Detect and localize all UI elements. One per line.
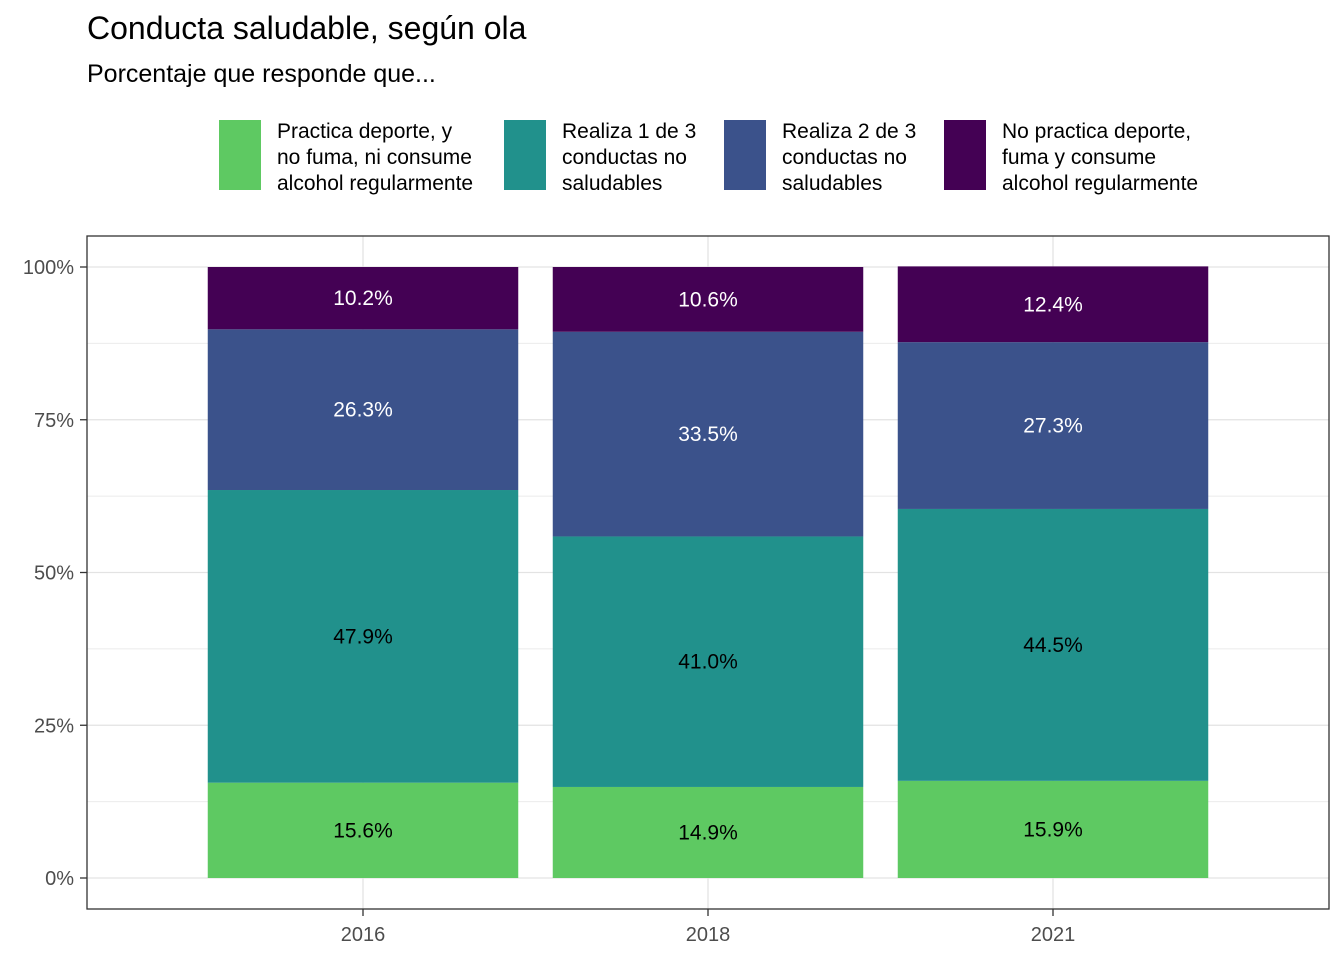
chart-subtitle: Porcentaje que responde que...: [87, 60, 436, 88]
y-tick-label: 100%: [23, 257, 74, 279]
y-tick-label: 75%: [34, 410, 74, 432]
bar-segment-2016-series-2: [207, 490, 519, 783]
bar-segment-2021-series-4: [897, 266, 1209, 343]
bar-segment-2016-series-4: [207, 267, 519, 330]
data-label-2021-series-3: 27.3%: [1023, 415, 1083, 438]
data-label-2016-series-2: 47.9%: [333, 625, 393, 648]
data-label-2021-series-4: 12.4%: [1023, 293, 1083, 316]
data-label-2018-series-4: 10.6%: [678, 288, 738, 311]
data-label-2021-series-2: 44.5%: [1023, 634, 1083, 657]
bar-segment-2016-series-1: [207, 782, 519, 878]
bar-segment-2021-series-2: [897, 508, 1209, 781]
y-tick-label: 25%: [34, 715, 74, 737]
data-label-2016-series-1: 15.6%: [333, 819, 393, 842]
bar-segment-2021-series-3: [897, 342, 1209, 509]
x-tick-label: 2016: [341, 924, 386, 946]
chart-title: Conducta saludable, según ola: [87, 10, 527, 46]
data-label-2016-series-4: 10.2%: [333, 287, 393, 310]
y-tick-label: 0%: [45, 868, 74, 890]
bar-segment-2018-series-1: [552, 786, 864, 878]
data-label-2018-series-1: 14.9%: [678, 821, 738, 844]
bar-segment-2016-series-3: [207, 329, 519, 491]
data-label-2018-series-3: 33.5%: [678, 423, 738, 446]
bar-segment-2018-series-4: [552, 267, 864, 332]
data-label-2021-series-1: 15.9%: [1023, 818, 1083, 841]
x-tick-label: 2021: [1031, 924, 1076, 946]
data-label-2018-series-2: 41.0%: [678, 651, 738, 674]
bar-segment-2018-series-3: [552, 331, 864, 537]
bar-segment-2021-series-1: [897, 780, 1209, 878]
data-label-2016-series-3: 26.3%: [333, 399, 393, 422]
x-tick-label: 2018: [686, 924, 731, 946]
bar-segment-2018-series-2: [552, 536, 864, 787]
y-tick-label: 50%: [34, 563, 74, 585]
